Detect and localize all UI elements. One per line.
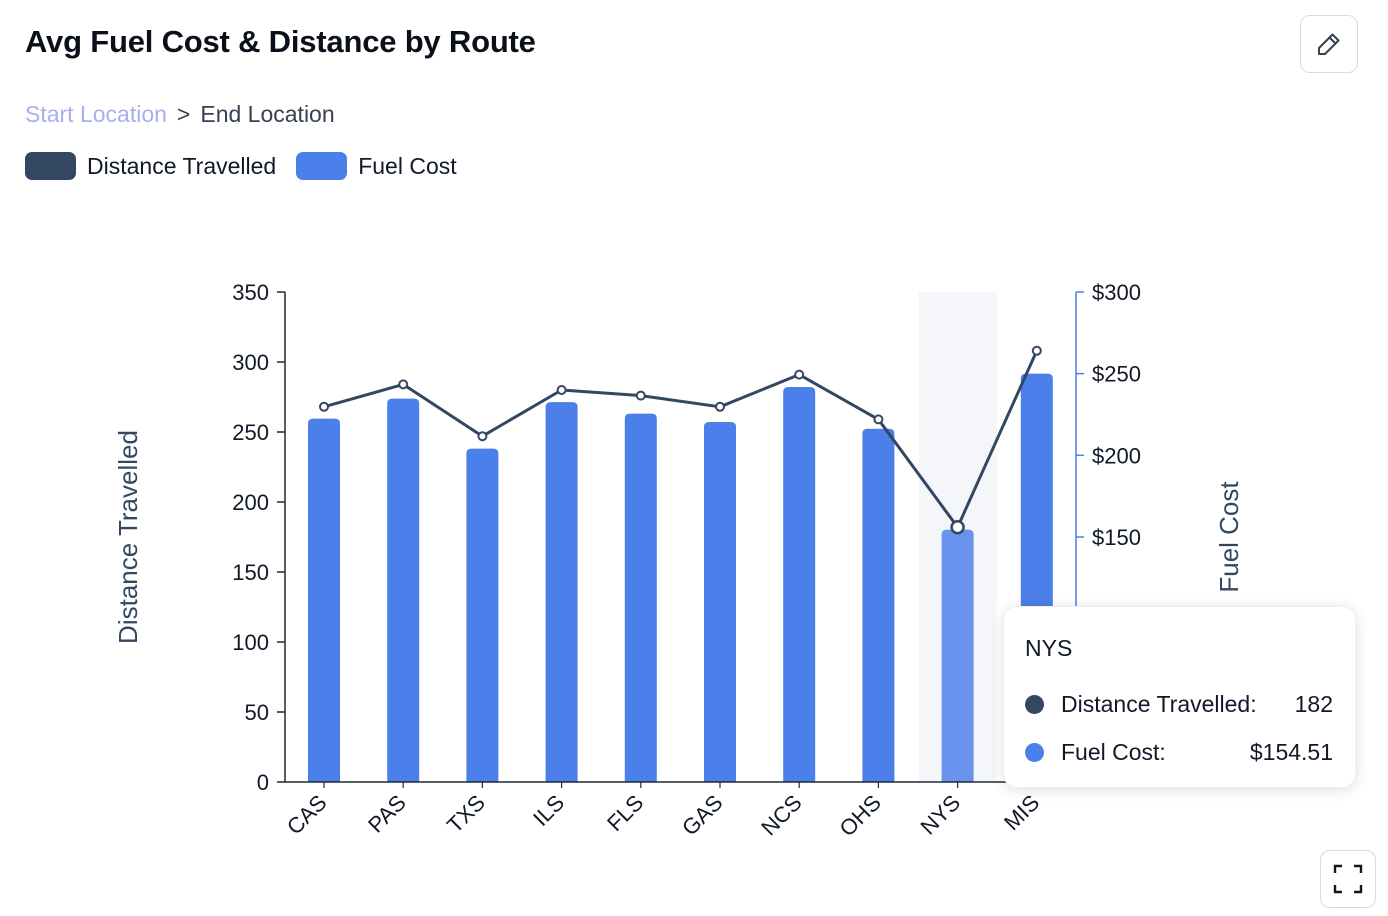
bar-pas: [387, 398, 420, 782]
legend: Distance Travelled Fuel Cost: [25, 152, 477, 180]
left-tick-label: 150: [232, 560, 269, 585]
distance-point-cas: [319, 401, 329, 412]
legend-swatch-fuel: [296, 152, 348, 180]
legend-item-distance[interactable]: Distance Travelled: [25, 152, 276, 180]
breadcrumb-separator: >: [176, 101, 191, 127]
right-tick-label: $150: [1092, 525, 1141, 550]
left-axis-title: Distance Travelled: [113, 430, 143, 644]
x-tick-label-cas: CAS: [282, 790, 332, 840]
chart-title: Avg Fuel Cost & Distance by Route: [25, 24, 536, 59]
x-tick-label-ohs: OHS: [835, 790, 886, 841]
distance-line: [323, 350, 1039, 529]
distance-point-fls: [635, 390, 646, 401]
tooltip-row-distance: Distance Travelled: 182: [1025, 680, 1333, 728]
bar-cas: [308, 418, 340, 782]
edit-button[interactable]: [1300, 15, 1358, 73]
legend-label-fuel: Fuel Cost: [358, 152, 457, 179]
left-tick-label: 250: [232, 420, 269, 445]
tooltip-value-distance: 182: [1294, 690, 1333, 717]
breadcrumb-end: End Location: [200, 101, 335, 127]
distance-point-ohs: [873, 414, 884, 425]
x-tick-label-ils: ILS: [528, 790, 569, 831]
tooltip-title: NYS: [1025, 635, 1073, 661]
tooltip: NYS Distance Travelled: 182 Fuel Cost: $…: [1003, 606, 1356, 788]
distance-point-gas: [715, 401, 725, 412]
x-tick-label-txs: TXS: [442, 790, 490, 838]
x-tick-label-pas: PAS: [363, 790, 411, 838]
tooltip-row-fuel: Fuel Cost: $154.51: [1025, 728, 1333, 776]
distance-point-txs: [477, 431, 488, 442]
distance-point-ils: [556, 385, 567, 395]
bar-txs: [466, 448, 499, 782]
x-tick-label-mis: MIS: [999, 790, 1044, 835]
right-tick-label: $200: [1092, 443, 1141, 468]
left-tick-label: 200: [232, 490, 269, 515]
tooltip-value-fuel: $154.51: [1249, 738, 1333, 765]
expand-button[interactable]: [1320, 850, 1376, 908]
left-tick-label: 350: [232, 280, 269, 305]
breadcrumb: Start Location > End Location: [25, 101, 335, 128]
bar-gas: [704, 422, 736, 782]
tooltip-label-distance: Distance Travelled:: [1061, 690, 1257, 717]
x-tick-label-ncs: NCS: [756, 790, 807, 841]
tooltip-dot-fuel: [1025, 742, 1044, 762]
legend-label-distance: Distance Travelled: [87, 152, 277, 179]
bar-nys: [941, 529, 974, 782]
left-tick-label: 300: [232, 350, 269, 375]
distance-point-mis: [1031, 345, 1042, 356]
left-tick-label: 0: [257, 770, 269, 795]
distance-point-pas: [398, 379, 409, 390]
right-tick-label: $300: [1092, 280, 1141, 305]
left-tick-label: 100: [232, 630, 269, 655]
expand-icon: [1333, 864, 1363, 894]
breadcrumb-start[interactable]: Start Location: [25, 101, 167, 127]
x-tick-label-fls: FLS: [602, 790, 648, 836]
right-axis-title: Fuel Cost: [1214, 481, 1244, 593]
right-tick-label: $250: [1092, 362, 1141, 387]
bar-ils: [545, 402, 578, 782]
legend-item-fuel[interactable]: Fuel Cost: [296, 152, 457, 180]
bar-fls: [624, 413, 657, 782]
bar-ohs: [862, 428, 895, 782]
pencil-icon: [1318, 33, 1340, 55]
bar-ncs: [783, 387, 816, 782]
legend-swatch-distance: [25, 152, 76, 180]
x-tick-label-gas: GAS: [677, 790, 728, 841]
tooltip-label-fuel: Fuel Cost:: [1061, 738, 1166, 765]
left-tick-label: 50: [245, 700, 269, 725]
distance-point-nys: [950, 519, 965, 535]
x-tick-label-nys: NYS: [915, 790, 965, 840]
tooltip-dot-distance: [1025, 694, 1044, 714]
distance-point-ncs: [794, 369, 805, 380]
